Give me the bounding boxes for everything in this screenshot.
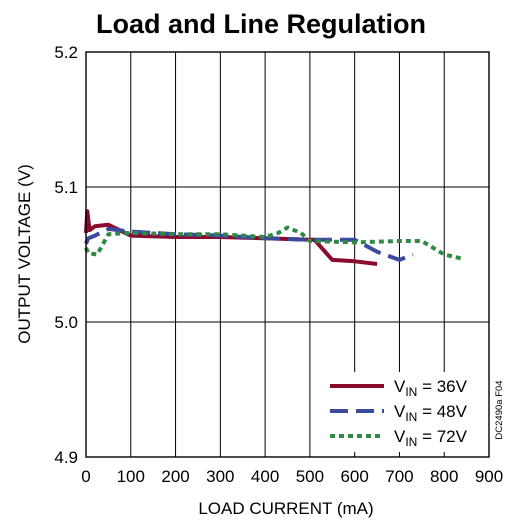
x-axis-label: LOAD CURRENT (mA) bbox=[198, 499, 373, 518]
x-tick-label: 800 bbox=[430, 467, 458, 486]
legend-label-2: VIN = 48V bbox=[394, 402, 468, 424]
series-line-3 bbox=[84, 225, 463, 261]
plot-frame bbox=[85, 51, 490, 458]
x-tick-label: 100 bbox=[117, 467, 145, 486]
legend-label-1: VIN = 36V bbox=[394, 377, 468, 399]
legend: VIN = 36V VIN = 48V VIN = 72V bbox=[330, 377, 468, 449]
x-tick-label: 900 bbox=[475, 467, 503, 486]
x-tick-label: 600 bbox=[340, 467, 368, 486]
y-tick-label: 5.0 bbox=[54, 313, 78, 332]
x-tick-labels: 0 100 200 300 400 500 600 700 800 900 bbox=[81, 467, 503, 486]
figure-id: DC2490a F04 bbox=[494, 380, 505, 439]
series-layer bbox=[84, 209, 463, 266]
y-tick-labels: 4.9 5.0 5.1 5.2 bbox=[54, 43, 78, 467]
y-tick-label: 5.2 bbox=[54, 43, 78, 62]
y-axis-label: OUTPUT VOLTAGE (V) bbox=[15, 164, 34, 343]
x-tick-label: 200 bbox=[161, 467, 189, 486]
grid bbox=[86, 52, 489, 457]
x-tick-label: 0 bbox=[81, 467, 90, 486]
x-tick-label: 400 bbox=[251, 467, 279, 486]
legend-label-3: VIN = 72V bbox=[394, 427, 468, 449]
y-tick-label: 5.1 bbox=[54, 178, 78, 197]
y-tick-label: 4.9 bbox=[54, 448, 78, 467]
x-tick-label: 300 bbox=[206, 467, 234, 486]
x-tick-label: 700 bbox=[385, 467, 413, 486]
chart-title: Load and Line Regulation bbox=[96, 9, 426, 39]
x-tick-label: 500 bbox=[296, 467, 324, 486]
series-line-1 bbox=[84, 209, 378, 266]
